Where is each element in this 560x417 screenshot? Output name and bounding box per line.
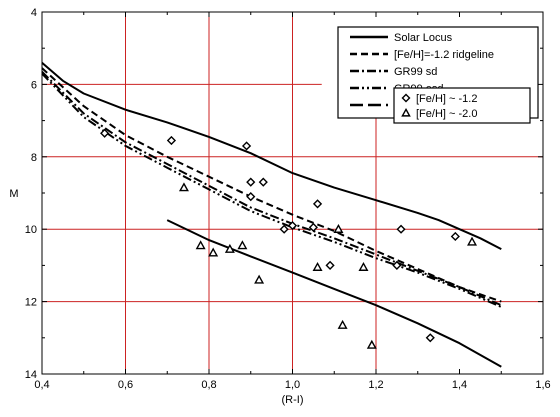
y-tick-label: 6 — [31, 79, 37, 91]
diamond-point — [279, 224, 289, 234]
diamond-point — [425, 333, 435, 343]
diamond-point — [392, 260, 402, 270]
diamond-point — [246, 192, 256, 202]
diamond-point — [258, 177, 268, 187]
series-lines — [41, 61, 502, 368]
series-line-0 — [41, 61, 502, 250]
legend-marker-box — [393, 87, 531, 124]
legend-marker-label: [Fe/H] ~ -2.0 — [416, 108, 477, 120]
diamond-point — [450, 231, 460, 242]
x-tick-label: 1,4 — [452, 379, 467, 391]
diamond-point — [246, 177, 256, 187]
y-tick-label: 4 — [31, 7, 37, 19]
axis-ticks: 0,4 0,6 0,8 1,0 1,2 1,4 1,6 4 6 8 10 12 14 — [25, 7, 551, 391]
y-tick-label: 10 — [25, 224, 37, 236]
y-axis-label: M — [9, 188, 18, 200]
triangle-point — [337, 319, 348, 329]
series-line-2 — [41, 70, 502, 307]
y-tick-label: 8 — [31, 152, 37, 164]
triangle-point — [366, 339, 377, 349]
diamond-point — [325, 260, 335, 270]
diamond-point — [241, 141, 252, 151]
x-tick-label: 1,6 — [535, 379, 550, 391]
diamond-point — [100, 128, 110, 138]
legend-triangle-symbol — [401, 107, 411, 117]
triangle-point — [358, 261, 369, 271]
diamond-point — [287, 220, 298, 231]
triangle-point — [195, 240, 206, 250]
x-axis-label: (R-I) — [282, 394, 304, 406]
diamond-point — [166, 135, 177, 146]
data-points — [100, 128, 478, 349]
diamond-point — [312, 199, 323, 209]
x-tick-label: 1,0 — [285, 379, 300, 391]
y-tick-label: 14 — [25, 369, 37, 381]
x-tick-label: 1,2 — [368, 379, 383, 391]
triangle-point — [178, 182, 189, 192]
y-tick-label: 12 — [25, 297, 37, 309]
legend-marker-label: [Fe/H] ~ -1.2 — [416, 93, 477, 105]
triangle-point — [254, 274, 265, 284]
x-tick-label: 0,4 — [34, 379, 49, 391]
triangle-point — [237, 240, 248, 250]
triangle-point — [333, 223, 344, 233]
diamond-point — [396, 224, 406, 234]
legend-line-label: [Fe/H]=-1.2 ridgeline — [394, 49, 494, 61]
legend-markers: [Fe/H] ~ -1.2 [Fe/H] ~ -2.0 — [393, 87, 531, 124]
triangle-point — [208, 247, 219, 257]
legend-diamond-symbol — [401, 93, 411, 103]
series-line-4 — [166, 219, 502, 368]
x-tick-label: 0,6 — [118, 379, 133, 391]
legend-line-label: Solar Locus — [394, 32, 453, 44]
diamond-point — [308, 222, 318, 232]
triangle-point — [467, 236, 478, 246]
triangle-point — [224, 243, 235, 253]
x-tick-label: 0,8 — [201, 379, 216, 391]
triangle-point — [312, 261, 323, 271]
legend-line-label: GR99 sd — [394, 66, 437, 78]
series-line-1 — [41, 67, 502, 303]
